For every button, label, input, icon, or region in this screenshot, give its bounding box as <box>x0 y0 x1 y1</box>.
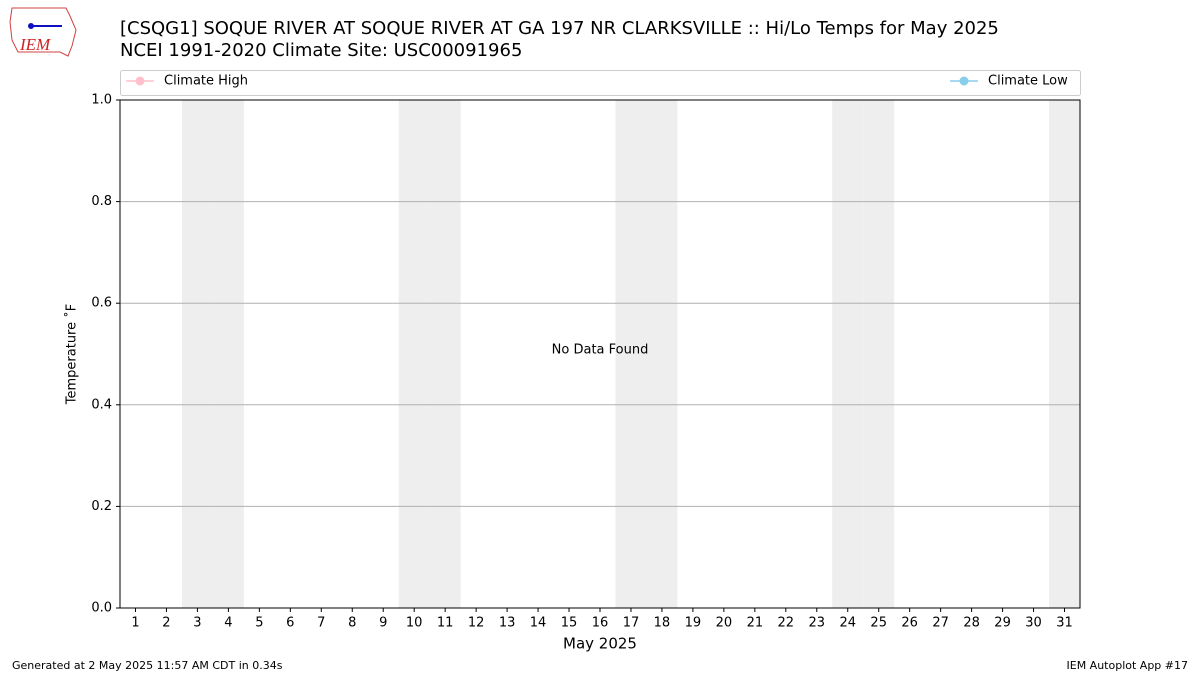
weekend-shade <box>615 100 647 608</box>
chart-subtitle: NCEI 1991-2020 Climate Site: USC00091965 <box>120 40 522 61</box>
weekend-shade <box>181 100 213 608</box>
y-tick-label: 0.6 <box>91 296 112 311</box>
x-tick-label: 12 <box>468 616 485 631</box>
weekend-shade <box>863 100 895 608</box>
weekend-shade <box>398 100 430 608</box>
x-tick-label: 11 <box>437 616 454 631</box>
x-tick-label: 27 <box>932 616 949 631</box>
x-tick-label: 19 <box>685 616 702 631</box>
x-tick-label: 18 <box>654 616 671 631</box>
x-axis-label: May 2025 <box>563 635 637 653</box>
x-tick-label: 1 <box>131 616 139 631</box>
x-tick-label: 3 <box>193 616 201 631</box>
x-tick-label: 28 <box>963 616 980 631</box>
x-tick-label: 26 <box>901 616 918 631</box>
x-tick-label: 2 <box>162 616 170 631</box>
y-axis-label: Temperature ˚F <box>64 304 80 405</box>
weekend-shade <box>212 100 244 608</box>
x-tick-label: 17 <box>623 616 640 631</box>
weekend-shade <box>646 100 678 608</box>
x-tick-label: 29 <box>994 616 1011 631</box>
x-tick-label: 30 <box>1025 616 1042 631</box>
x-tick-label: 22 <box>778 616 795 631</box>
x-tick-label: 25 <box>870 616 887 631</box>
footer-right: IEM Autoplot App #17 <box>1067 659 1189 672</box>
legend-label: Climate High <box>164 74 248 89</box>
x-tick-label: 21 <box>747 616 764 631</box>
x-tick-label: 16 <box>592 616 609 631</box>
weekend-shade <box>832 100 864 608</box>
legend-label: Climate Low <box>988 74 1068 89</box>
x-tick-label: 15 <box>561 616 578 631</box>
y-tick-label: 0.4 <box>91 397 112 412</box>
x-tick-label: 10 <box>406 616 423 631</box>
logo-outline <box>9 7 77 57</box>
weekend-shade <box>1049 100 1080 608</box>
y-tick-label: 0.0 <box>91 601 112 616</box>
x-tick-label: 4 <box>224 616 232 631</box>
legend-box <box>120 70 1081 96</box>
x-tick-label: 8 <box>348 616 356 631</box>
logo-dot <box>28 23 34 29</box>
footer-left: Generated at 2 May 2025 11:57 AM CDT in … <box>12 659 283 672</box>
x-tick-label: 20 <box>716 616 733 631</box>
x-tick-label: 9 <box>379 616 387 631</box>
x-tick-label: 23 <box>809 616 826 631</box>
legend-marker <box>959 76 969 86</box>
x-tick-label: 24 <box>839 616 856 631</box>
y-tick-label: 1.0 <box>91 93 112 108</box>
logo-text: IEM <box>19 35 51 54</box>
x-tick-label: 13 <box>499 616 516 631</box>
x-tick-label: 31 <box>1056 616 1073 631</box>
weekend-shade <box>429 100 461 608</box>
x-tick-label: 7 <box>317 616 325 631</box>
annotation: No Data Found <box>552 343 649 358</box>
legend-marker <box>135 76 145 86</box>
y-tick-label: 0.2 <box>91 499 112 514</box>
plot-frame <box>119 99 1081 609</box>
y-tick-label: 0.8 <box>91 194 112 209</box>
x-tick-label: 14 <box>530 616 547 631</box>
chart-title: [CSQG1] SOQUE RIVER AT SOQUE RIVER AT GA… <box>120 18 999 39</box>
logo: IEM <box>9 7 77 57</box>
x-tick-label: 6 <box>286 616 294 631</box>
x-tick-label: 5 <box>255 616 263 631</box>
